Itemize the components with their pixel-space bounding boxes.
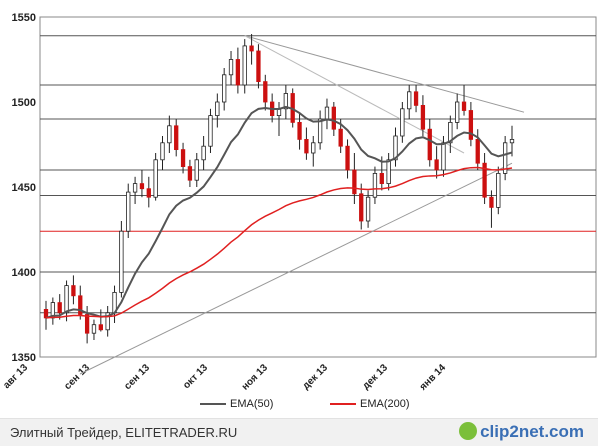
candle-body-53 <box>407 91 412 110</box>
x-tick-label-4: ноя 13 <box>240 362 271 393</box>
candle-body-56 <box>427 128 432 161</box>
legend-ema200-swatch <box>330 403 356 406</box>
candle-body-44 <box>345 145 350 171</box>
y-tick-labels: 1350 1400 1450 1500 1550 <box>12 12 36 364</box>
candle-body-64 <box>482 162 487 198</box>
legend-ema50-swatch <box>200 403 226 406</box>
candle-body-13 <box>132 183 138 193</box>
candle-body-21 <box>187 166 193 181</box>
footer-bar: Элитный Трейдер, ELITETRADER.RU clip2net… <box>0 418 598 446</box>
candle-body-68 <box>509 138 515 144</box>
candle-body-65 <box>489 196 494 208</box>
candle-body-14 <box>139 183 145 190</box>
legend-ema50-label: EMA(50) <box>230 398 274 410</box>
legend-ema200: EMA(200) <box>330 398 410 410</box>
candle-body-62 <box>468 110 474 140</box>
candle-body-67 <box>502 142 508 174</box>
candle-body-28 <box>235 59 241 86</box>
candle-body-17 <box>160 142 165 161</box>
candle-body-8 <box>98 324 103 331</box>
candle-body-38 <box>304 138 309 154</box>
candle-body-43 <box>338 128 343 147</box>
candle-body-47 <box>365 196 371 222</box>
candle-body-52 <box>400 108 405 137</box>
candle-body-12 <box>126 191 131 232</box>
y-tick-label-0: 1350 <box>12 352 36 364</box>
x-tick-label-6: дек 13 <box>361 362 391 392</box>
clip2net-logo-text: clip2net.com <box>480 422 584 441</box>
x-tick-label-1: сен 13 <box>62 362 92 392</box>
trend-lines <box>79 35 525 375</box>
x-tick-label-7: янв 14 <box>418 362 449 393</box>
candle-body-7 <box>91 324 97 334</box>
candle-body-54 <box>413 91 419 106</box>
candle-body-35 <box>283 93 289 110</box>
candlestick-chart: 1350 1400 1450 1500 1550 авг 13 сен 13 сен 13 о… <box>1 12 597 393</box>
x-tick-label-3: окт 13 <box>181 362 210 391</box>
candle-body-5 <box>78 295 83 315</box>
ema200-line <box>45 166 513 319</box>
legend-ema200-label: EMA(200) <box>360 398 410 410</box>
candle-body-48 <box>372 172 378 198</box>
candle-body-59 <box>448 122 453 144</box>
candle-body-58 <box>441 142 446 171</box>
candle-body-18 <box>167 125 172 144</box>
y-tick-label-2: 1450 <box>12 182 36 194</box>
candle-body-6 <box>84 314 90 334</box>
candle-body-9 <box>105 312 110 331</box>
candle-body-15 <box>146 188 151 198</box>
candle-body-25 <box>215 101 220 117</box>
candle-body-66 <box>496 172 501 208</box>
uptrend-line <box>79 162 513 375</box>
downtrend-line <box>244 35 525 113</box>
ema50-line <box>45 105 513 319</box>
candle-body-22 <box>194 159 199 181</box>
candles <box>43 34 515 344</box>
source-credit: Элитный Трейдер, ELITETRADER.RU <box>10 425 238 440</box>
candle-body-57 <box>434 159 439 171</box>
y-tick-label-3: 1500 <box>12 97 36 109</box>
candle-body-63 <box>475 138 480 164</box>
clip2net-logo: clip2net.com <box>459 421 584 442</box>
candle-body-60 <box>455 101 460 123</box>
candle-body-46 <box>359 193 364 222</box>
candle-body-40 <box>317 118 323 144</box>
candle-body-39 <box>311 142 316 154</box>
candle-body-16 <box>153 159 158 198</box>
inner-trend-line <box>244 35 465 154</box>
clip2net-logo-icon <box>459 421 478 440</box>
candle-body-27 <box>228 59 234 76</box>
candle-body-26 <box>222 74 227 103</box>
candle-body-11 <box>119 230 124 293</box>
x-tick-label-5: дек 13 <box>301 362 331 392</box>
ema-lines <box>45 105 513 319</box>
candle-body-32 <box>263 81 268 103</box>
candle-body-37 <box>297 122 302 140</box>
x-tick-labels: авг 13 сен 13 сен 13 окт 13 ноя 13 дек 13 дек … <box>1 362 448 393</box>
candle-body-45 <box>352 169 357 195</box>
candle-body-2 <box>57 302 62 314</box>
candle-body-29 <box>242 45 247 86</box>
candle-body-55 <box>420 105 426 130</box>
candle-body-61 <box>461 101 467 111</box>
candle-body-42 <box>331 106 336 130</box>
x-tick-label-0: авг 13 <box>1 362 30 391</box>
legend-ema50: EMA(50) <box>200 398 273 410</box>
candle-body-19 <box>174 125 179 151</box>
candle-body-50 <box>386 159 391 185</box>
candle-body-51 <box>393 135 398 161</box>
candle-body-24 <box>208 115 213 147</box>
candle-body-20 <box>180 149 186 168</box>
y-tick-label-1: 1400 <box>12 267 36 279</box>
candle-body-23 <box>201 145 206 161</box>
candle-body-4 <box>71 285 76 297</box>
y-tick-label-4: 1550 <box>12 12 36 24</box>
candle-body-49 <box>379 172 384 184</box>
candle-body-30 <box>249 45 254 52</box>
candle-body-3 <box>64 285 69 314</box>
plot-area <box>39 16 597 358</box>
candle-body-31 <box>256 50 261 83</box>
x-tick-label-2: сен 13 <box>122 362 152 392</box>
candle-body-41 <box>324 106 330 120</box>
